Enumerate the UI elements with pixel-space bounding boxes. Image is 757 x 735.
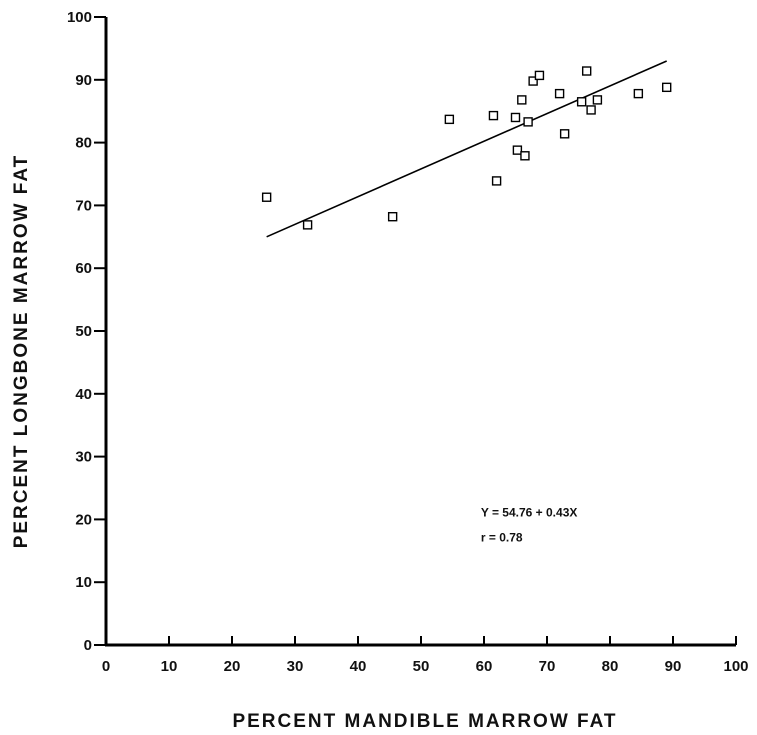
- y-tick-label: 10: [75, 574, 92, 591]
- data-point: [523, 117, 533, 127]
- regression-line: [266, 60, 668, 238]
- data-point: [261, 192, 272, 202]
- data-point: [633, 88, 644, 99]
- x-tick-label: 0: [102, 658, 110, 675]
- x-tick-label: 100: [723, 658, 748, 675]
- data-point: [444, 114, 455, 125]
- data-point: [586, 105, 596, 115]
- x-tick-label: 50: [413, 658, 430, 675]
- data-point: [576, 97, 587, 107]
- data-point: [592, 95, 603, 105]
- tick-labels: 0 10 20 30 40 50 60 70 80 90 100 0 10 20 30 40 50 60 70 80 9…: [67, 9, 749, 675]
- x-tick-label: 20: [224, 658, 241, 675]
- x-tick-label: 30: [287, 658, 304, 675]
- data-points: [261, 66, 672, 230]
- data-point: [662, 82, 672, 93]
- r-value-annotation: r = 0.78: [481, 530, 523, 544]
- data-point: [387, 212, 398, 222]
- data-point: [534, 70, 545, 81]
- x-tick-label: 80: [602, 658, 619, 675]
- ticks: [94, 16, 737, 646]
- x-tick-label: 70: [539, 658, 556, 675]
- y-tick-label: 40: [75, 386, 92, 403]
- x-tick-label: 90: [665, 658, 682, 675]
- data-point: [554, 88, 565, 99]
- x-tick-label: 40: [350, 658, 367, 675]
- data-point: [581, 66, 592, 76]
- y-tick-label: 20: [75, 511, 92, 528]
- y-axis-title: PERCENT LONGBONE MARROW FAT: [11, 154, 32, 549]
- equation-annotation: Y = 54.76 + 0.43X: [481, 505, 578, 519]
- y-tick-label: 0: [84, 637, 92, 654]
- axes: [104, 17, 736, 647]
- data-point: [559, 129, 570, 139]
- y-tick-label: 90: [75, 72, 92, 89]
- data-point: [528, 76, 538, 86]
- y-tick-label: 60: [75, 260, 92, 277]
- y-tick-label: 80: [75, 135, 92, 152]
- x-axis-title: PERCENT MANDIBLE MARROW FAT: [232, 711, 617, 732]
- regression-group: [266, 60, 668, 238]
- y-tick-label: 70: [75, 197, 92, 214]
- y-tick-label: 30: [75, 449, 92, 466]
- y-tick-label: 50: [75, 323, 92, 340]
- data-point: [510, 112, 521, 123]
- data-point: [302, 220, 313, 230]
- data-point: [512, 145, 523, 155]
- x-tick-label: 60: [476, 658, 493, 675]
- data-point: [520, 151, 530, 161]
- data-point: [488, 110, 499, 121]
- x-tick-label: 10: [161, 658, 178, 675]
- data-point: [517, 95, 527, 105]
- y-tick-label: 100: [67, 9, 92, 26]
- data-point: [491, 176, 502, 186]
